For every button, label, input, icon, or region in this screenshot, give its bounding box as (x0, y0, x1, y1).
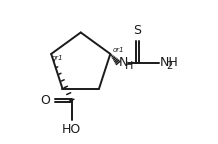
Text: NH: NH (160, 56, 179, 69)
Text: or1: or1 (52, 55, 63, 61)
Text: S: S (133, 24, 141, 37)
Text: or1: or1 (112, 47, 124, 53)
Text: H: H (125, 61, 133, 71)
Text: O: O (40, 94, 50, 107)
Text: HO: HO (62, 123, 81, 136)
Text: N: N (119, 56, 128, 69)
Text: 2: 2 (167, 61, 173, 71)
